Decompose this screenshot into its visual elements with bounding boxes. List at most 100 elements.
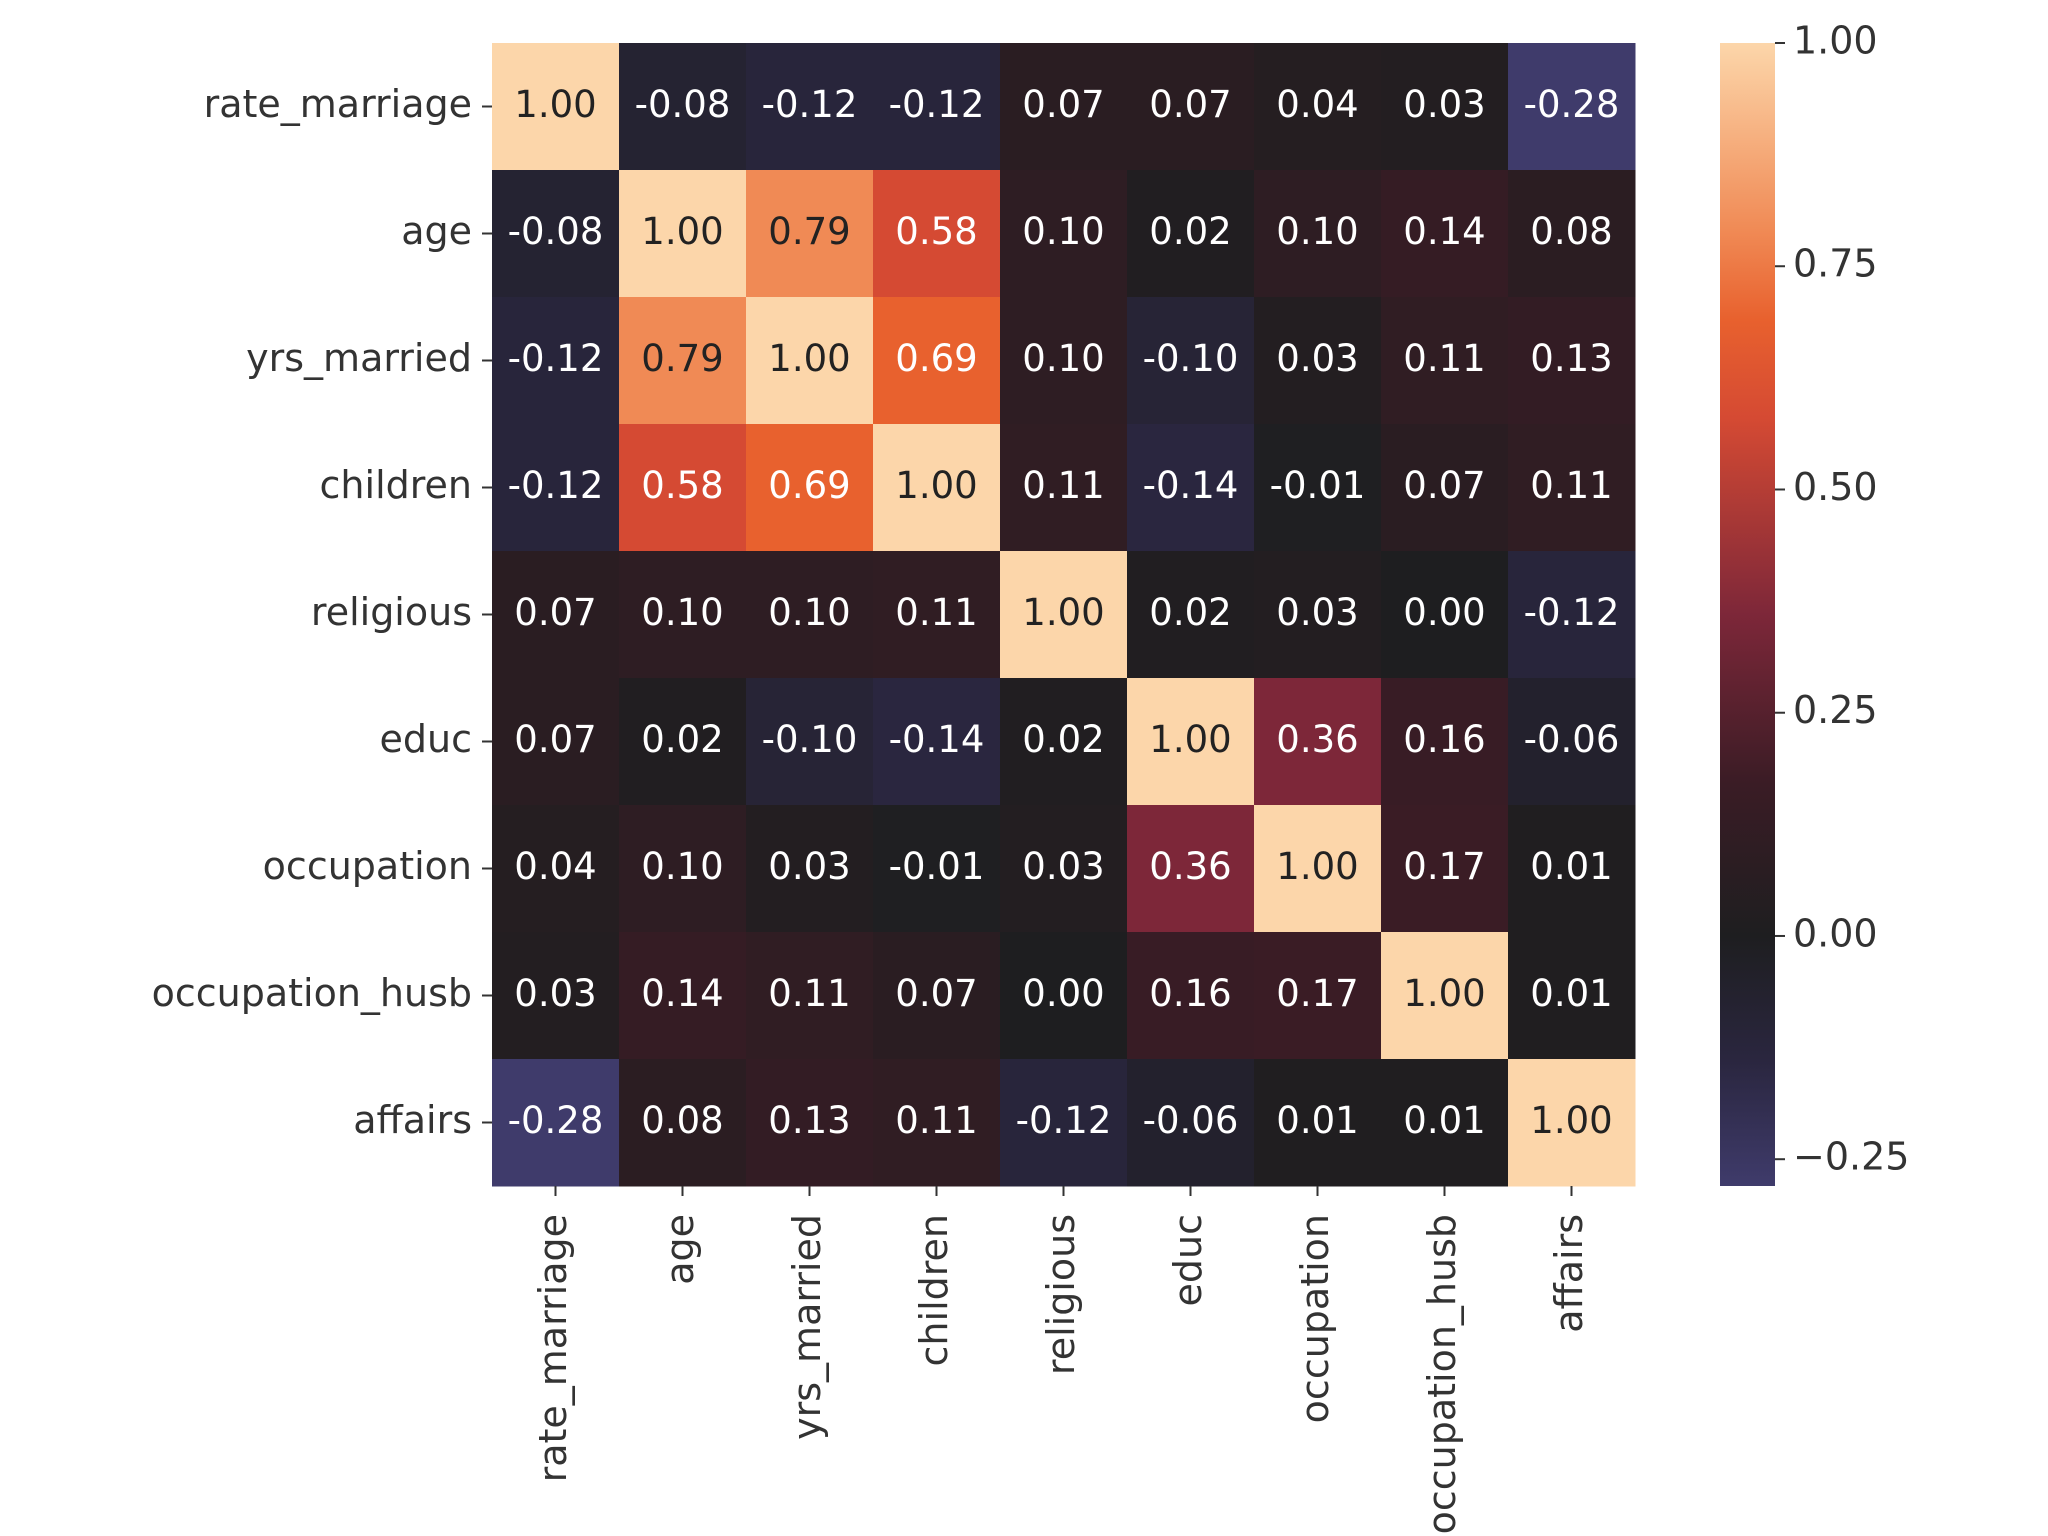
cell-value-label: 0.11	[895, 591, 977, 634]
heatmap-cell	[1381, 424, 1509, 552]
cell-value-label: 0.02	[1149, 591, 1231, 634]
cell-value-label: -0.12	[508, 464, 604, 507]
heatmap-cell	[1508, 1059, 1636, 1187]
cell-value-label: 0.14	[1403, 210, 1485, 253]
cell-value-label: 0.02	[1149, 210, 1231, 253]
heatmap-cell	[492, 805, 620, 933]
heatmap-cell	[873, 297, 1001, 425]
cell-value-label: 0.03	[514, 972, 596, 1015]
heatmap-cell	[492, 932, 620, 1060]
cell-value-label: 0.04	[514, 845, 596, 888]
heatmap-cell	[1000, 805, 1128, 933]
cell-value-label: -0.08	[635, 83, 731, 126]
heatmap-cell	[1508, 297, 1636, 425]
cell-value-label: 0.04	[1276, 83, 1358, 126]
cell-value-label: 0.02	[641, 718, 723, 761]
cell-value-label: 0.17	[1276, 972, 1358, 1015]
cell-value-label: -0.14	[889, 718, 985, 761]
y-axis-tick-label: occupation	[263, 844, 472, 888]
cell-value-label: 0.11	[1022, 464, 1104, 507]
heatmap-cell	[1254, 932, 1382, 1060]
cell-value-label: -0.12	[762, 83, 858, 126]
heatmap-cell	[1000, 43, 1128, 171]
heatmap-cell	[746, 932, 874, 1060]
y-axis-tick-label: affairs	[353, 1098, 472, 1142]
heatmap-cell	[1508, 43, 1636, 171]
cell-value-label: 0.11	[768, 972, 850, 1015]
cell-value-label: 0.79	[768, 210, 850, 253]
heatmap-cells	[492, 43, 1636, 1187]
heatmap-cell	[492, 297, 620, 425]
cell-value-label: -0.28	[1524, 83, 1620, 126]
heatmap-cell	[873, 1059, 1001, 1187]
cell-value-label: 0.03	[1403, 83, 1485, 126]
heatmap-cell	[619, 551, 747, 679]
cell-value-label: -0.10	[1143, 337, 1239, 380]
colorbar-tick-label: 0.50	[1793, 465, 1878, 509]
cell-value-label: 1.00	[1276, 845, 1358, 888]
heatmap-cell	[873, 43, 1001, 171]
x-axis-tick-label: educ	[1166, 1214, 1210, 1306]
cell-value-label: 1.00	[641, 210, 723, 253]
cell-value-label: 0.00	[1403, 591, 1485, 634]
heatmap-cell	[1254, 297, 1382, 425]
cell-value-label: 0.69	[895, 337, 977, 380]
heatmap-cell	[619, 932, 747, 1060]
heatmap-cell	[1127, 43, 1255, 171]
heatmap-cell	[492, 170, 620, 298]
heatmap-cell	[1381, 1059, 1509, 1187]
heatmap-cell	[1254, 43, 1382, 171]
cell-value-label: 0.10	[768, 591, 850, 634]
cell-value-label: 0.01	[1530, 972, 1612, 1015]
x-axis-tick-label: rate_marriage	[531, 1214, 575, 1482]
cell-value-label: 0.69	[768, 464, 850, 507]
heatmap-cell	[873, 805, 1001, 933]
y-axis-tick-label: yrs_married	[246, 336, 472, 380]
x-axis-ticks: rate_marriage age yrs_married children relig…	[531, 1186, 1591, 1534]
cell-value-label: 1.00	[1022, 591, 1104, 634]
x-axis-tick-label: occupation	[1293, 1214, 1337, 1423]
heatmap-cell	[1000, 424, 1128, 552]
heatmap-cell	[1381, 551, 1509, 679]
heatmap-cell	[1000, 170, 1128, 298]
cell-value-label: 0.10	[641, 591, 723, 634]
heatmap-cell	[746, 805, 874, 933]
heatmap-cell	[1508, 805, 1636, 933]
heatmap-cell	[746, 1059, 874, 1187]
heatmap-cell	[873, 170, 1001, 298]
cell-value-label: 0.03	[1276, 591, 1358, 634]
heatmap-cell	[746, 43, 874, 171]
x-axis-tick-label: yrs_married	[785, 1214, 829, 1440]
heatmap-cell	[492, 43, 620, 171]
colorbar-tick-label: 1.00	[1793, 19, 1878, 63]
heatmap-cell	[619, 805, 747, 933]
heatmap-cell	[1127, 932, 1255, 1060]
heatmap-cell	[1127, 1059, 1255, 1187]
cell-value-label: 0.07	[1149, 83, 1231, 126]
cell-value-label: 0.11	[1530, 464, 1612, 507]
cell-value-label: 0.07	[1022, 83, 1104, 126]
heatmap-cell	[1127, 170, 1255, 298]
cell-value-label: -0.14	[1143, 464, 1239, 507]
cell-value-label: 0.07	[514, 591, 596, 634]
cell-value-label: 0.14	[641, 972, 723, 1015]
heatmap-cell	[1000, 932, 1128, 1060]
cell-value-label: 0.58	[641, 464, 723, 507]
heatmap-cell	[492, 424, 620, 552]
colorbar-gradient	[1720, 43, 1775, 1186]
heatmap-cell	[1127, 424, 1255, 552]
cell-value-label: 1.00	[895, 464, 977, 507]
heatmap-cell	[1381, 43, 1509, 171]
cell-value-label: 1.00	[514, 83, 596, 126]
heatmap-cell	[1254, 551, 1382, 679]
x-axis-tick-label: affairs	[1547, 1214, 1591, 1333]
heatmap-cell	[619, 678, 747, 806]
cell-value-label: -0.12	[508, 337, 604, 380]
cell-value-label: 0.01	[1276, 1099, 1358, 1142]
heatmap-cell	[1381, 297, 1509, 425]
colorbar-tick-label: 0.25	[1793, 688, 1878, 732]
heatmap-cell	[746, 170, 874, 298]
heatmap-cell	[492, 1059, 620, 1187]
cell-value-label: 0.01	[1403, 1099, 1485, 1142]
